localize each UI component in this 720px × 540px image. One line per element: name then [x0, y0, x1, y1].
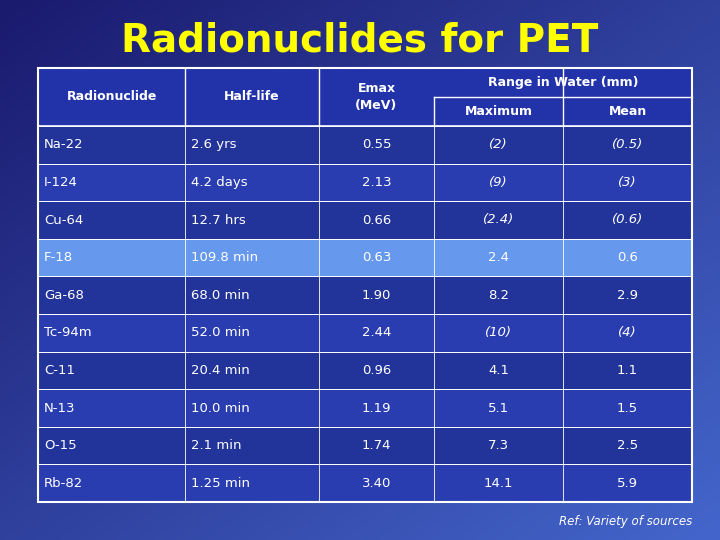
- Text: 2.13: 2.13: [361, 176, 391, 189]
- Text: 1.90: 1.90: [361, 289, 391, 302]
- Text: 2.6 yrs: 2.6 yrs: [191, 138, 237, 151]
- Text: (10): (10): [485, 326, 512, 339]
- Text: Radionuclides for PET: Radionuclides for PET: [121, 21, 599, 59]
- Text: 7.3: 7.3: [488, 439, 509, 452]
- Text: 8.2: 8.2: [488, 289, 509, 302]
- Text: Ga-68: Ga-68: [44, 289, 84, 302]
- Text: 4.1: 4.1: [488, 364, 509, 377]
- Bar: [38, 239, 692, 276]
- Bar: [38, 352, 692, 389]
- Text: N-13: N-13: [44, 402, 76, 415]
- Text: 2.4: 2.4: [488, 251, 509, 264]
- Text: 3.40: 3.40: [361, 477, 391, 490]
- Text: 5.1: 5.1: [488, 402, 509, 415]
- Text: 1.5: 1.5: [617, 402, 638, 415]
- Text: O-15: O-15: [44, 439, 76, 452]
- Text: 12.7 hrs: 12.7 hrs: [191, 213, 246, 226]
- Text: Tc-94m: Tc-94m: [44, 326, 91, 339]
- Text: Maximum: Maximum: [464, 105, 532, 118]
- Text: F-18: F-18: [44, 251, 73, 264]
- Text: Emax
(MeV): Emax (MeV): [355, 83, 397, 111]
- Text: 2.1 min: 2.1 min: [191, 439, 242, 452]
- Text: Range in Water (mm): Range in Water (mm): [487, 76, 638, 89]
- Bar: [38, 164, 692, 201]
- Bar: [38, 276, 692, 314]
- Bar: [38, 68, 692, 502]
- Bar: [38, 464, 692, 502]
- Text: 14.1: 14.1: [484, 477, 513, 490]
- Text: Half-life: Half-life: [225, 91, 280, 104]
- Text: 5.9: 5.9: [617, 477, 638, 490]
- Bar: [38, 201, 692, 239]
- Text: Cu-64: Cu-64: [44, 213, 84, 226]
- Text: Mean: Mean: [608, 105, 647, 118]
- Text: (0.6): (0.6): [612, 213, 643, 226]
- Text: Ref: Variety of sources: Ref: Variety of sources: [559, 516, 692, 529]
- Text: 68.0 min: 68.0 min: [191, 289, 250, 302]
- Text: 10.0 min: 10.0 min: [191, 402, 250, 415]
- Text: (2): (2): [489, 138, 508, 151]
- Text: 109.8 min: 109.8 min: [191, 251, 258, 264]
- Text: (3): (3): [618, 176, 637, 189]
- Text: 2.5: 2.5: [617, 439, 638, 452]
- Text: 4.2 days: 4.2 days: [191, 176, 248, 189]
- Text: Radionuclide: Radionuclide: [66, 91, 157, 104]
- Text: C-11: C-11: [44, 364, 75, 377]
- Bar: [38, 126, 692, 164]
- Text: Rb-82: Rb-82: [44, 477, 84, 490]
- Bar: [38, 389, 692, 427]
- Bar: [38, 68, 692, 126]
- Text: 1.25 min: 1.25 min: [191, 477, 250, 490]
- Bar: [38, 427, 692, 464]
- Text: 0.6: 0.6: [617, 251, 638, 264]
- Text: 0.63: 0.63: [361, 251, 391, 264]
- Bar: [38, 314, 692, 352]
- Text: 52.0 min: 52.0 min: [191, 326, 250, 339]
- Text: 1.19: 1.19: [361, 402, 391, 415]
- Text: 2.9: 2.9: [617, 289, 638, 302]
- Text: (4): (4): [618, 326, 637, 339]
- Text: 1.74: 1.74: [361, 439, 391, 452]
- Text: 1.1: 1.1: [617, 364, 638, 377]
- Text: (2.4): (2.4): [483, 213, 514, 226]
- Text: (0.5): (0.5): [612, 138, 643, 151]
- Text: I-124: I-124: [44, 176, 78, 189]
- Text: 2.44: 2.44: [361, 326, 391, 339]
- Text: 0.55: 0.55: [361, 138, 391, 151]
- Text: Na-22: Na-22: [44, 138, 84, 151]
- Text: (9): (9): [489, 176, 508, 189]
- Text: 20.4 min: 20.4 min: [191, 364, 250, 377]
- Text: 0.66: 0.66: [362, 213, 391, 226]
- Text: 0.96: 0.96: [362, 364, 391, 377]
